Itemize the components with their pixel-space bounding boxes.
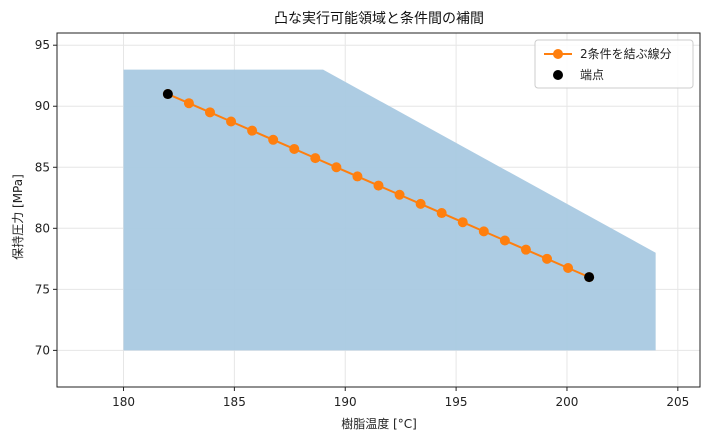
segment-point-5: [268, 134, 279, 145]
x-tick-label-5: 205: [666, 395, 689, 409]
legend: 2条件を結ぶ線分 端点: [534, 39, 694, 89]
y-axis-label: 保持圧力 [MPa]: [10, 174, 25, 260]
segment-point-1: [183, 98, 194, 109]
segment-point-12: [415, 198, 426, 209]
segment-point-3: [226, 116, 237, 127]
legend-line-marker: [553, 49, 563, 59]
y-axis: 70 75 80 85 90 95: [35, 38, 57, 357]
y-tick-label-2: 80: [35, 221, 50, 235]
segment-point-18: [542, 253, 553, 264]
plot-frame: [56, 32, 701, 388]
segment-point-8: [331, 162, 342, 173]
segment-point-17: [520, 244, 531, 255]
chart-title: 凸な実行可能領域と条件間の補間: [274, 10, 484, 27]
x-axis-label: 樹脂温度 [°C]: [341, 416, 417, 431]
segment-point-16: [499, 235, 510, 246]
x-tick-label-3: 195: [445, 395, 468, 409]
segment-point-15: [478, 226, 489, 237]
x-tick-label-0: 180: [112, 395, 135, 409]
endpoint-1: [584, 272, 595, 283]
x-tick-label-1: 185: [223, 395, 246, 409]
feasible-region: [123, 69, 656, 351]
x-tick-label-4: 200: [556, 395, 579, 409]
feasible-region-layer: [123, 69, 656, 351]
y-tick-label-4: 90: [35, 99, 50, 113]
segment-point-7: [310, 153, 321, 164]
legend-label-segment: 2条件を結ぶ線分: [580, 46, 672, 61]
segment-point-4: [247, 125, 258, 136]
endpoint-0: [162, 89, 173, 100]
y-tick-label-3: 85: [35, 160, 50, 174]
legend-box: [534, 39, 694, 89]
segment-point-14: [457, 217, 468, 228]
segment-point-9: [352, 171, 363, 182]
segment-point-10: [373, 180, 384, 191]
segment-point-2: [204, 107, 215, 118]
y-tick-label-0: 70: [35, 343, 50, 357]
y-tick-label-1: 75: [35, 282, 50, 296]
segment-point-6: [289, 143, 300, 154]
y-tick-label-5: 95: [35, 38, 50, 52]
segment-point-13: [436, 208, 447, 219]
x-axis: 180 185 190 195 200 205: [112, 387, 689, 409]
legend-label-endpoints: 端点: [580, 68, 604, 82]
legend-endpoint-marker: [553, 70, 563, 80]
x-tick-label-2: 190: [334, 395, 357, 409]
segment-point-11: [394, 189, 405, 200]
segment-point-19: [563, 262, 574, 273]
series-layer: [162, 89, 595, 283]
